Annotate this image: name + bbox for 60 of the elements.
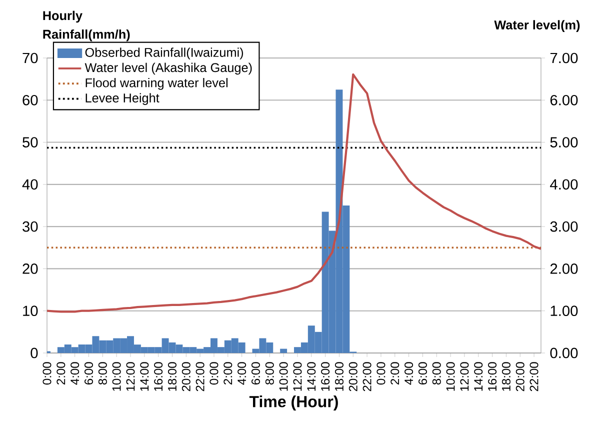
x-tick-label: 0:00 xyxy=(376,362,386,385)
x-tick-label: 6:00 xyxy=(84,362,94,384)
y-tick-label: 50 xyxy=(22,137,38,148)
x-tick-label: 2:00 xyxy=(224,362,232,384)
y2-tick-label: 4.00 xyxy=(550,179,578,190)
x-tick-label: 10:00 xyxy=(279,362,288,391)
x-tick-label: 10:00 xyxy=(446,362,455,391)
x-tick-label: 22:00 xyxy=(196,362,204,392)
x-tick-label: 0:00 xyxy=(42,362,52,385)
x-tick-label: 14:00 xyxy=(474,362,483,391)
x-tick-label: 20:00 xyxy=(516,362,524,392)
x-tick-label: 8:00 xyxy=(98,362,107,385)
x-tick-label: 22:00 xyxy=(530,362,538,392)
x-axis-title: Time (Hour) xyxy=(249,396,338,410)
x-tick-label: 14:00 xyxy=(307,362,316,391)
x-tick-label: 18:00 xyxy=(502,362,510,391)
x-tick-label: 12:00 xyxy=(293,362,302,391)
legend-label: Levee Height xyxy=(86,93,160,105)
x-tick-label: 4:00 xyxy=(238,362,246,385)
x-tick-label: 8:00 xyxy=(265,362,274,385)
bar xyxy=(280,348,288,353)
x-tick-label: 2:00 xyxy=(56,362,66,384)
x-tick-label: 20:00 xyxy=(182,362,190,392)
y-tick-label: 20 xyxy=(22,264,38,274)
x-tick-label: 20:00 xyxy=(348,362,358,392)
y2-tick-label: 6.00 xyxy=(550,94,578,106)
x-tick-label: 0:00 xyxy=(210,362,218,385)
x-tick-label: 22:00 xyxy=(362,362,372,392)
x-tick-label: 6:00 xyxy=(251,362,260,384)
legend-label: Water level (Akashika Gauge) xyxy=(84,62,252,75)
x-tick-label: 4:00 xyxy=(70,362,80,385)
y2-tick-label: 7.00 xyxy=(550,52,578,64)
y-tick-label: 60 xyxy=(22,94,38,106)
y-axis-title: Hourly Rainfall(mm/h) xyxy=(43,10,130,42)
y2-tick-label: 0.00 xyxy=(550,348,578,358)
y2-tick-label: 1.00 xyxy=(550,306,578,316)
y2-tick-label: 3.00 xyxy=(550,221,578,232)
x-tick-label: 14:00 xyxy=(140,362,149,391)
x-tick-label: 4:00 xyxy=(404,362,414,385)
y-tick-label: 70 xyxy=(22,52,38,64)
legend-label: Flood warning water level xyxy=(86,78,228,90)
y-tick-label: 10 xyxy=(23,306,38,316)
x-tick-label: 8:00 xyxy=(432,362,441,385)
x-tick-label: 12:00 xyxy=(126,362,135,391)
x-tick-label: 12:00 xyxy=(460,362,469,391)
x-tick-label: 6:00 xyxy=(418,362,427,384)
legend-label: Obserbed Rainfall(Iwaizumi) xyxy=(85,48,244,60)
x-tick-label: 18:00 xyxy=(334,362,344,391)
y-tick-label: 40 xyxy=(22,179,38,190)
x-tick-label: 2:00 xyxy=(390,362,400,384)
x-tick-label: 16:00 xyxy=(321,362,330,391)
y-tick-label: 30 xyxy=(22,221,38,232)
y2-tick-label: 2.00 xyxy=(550,264,578,274)
y2-tick-label: 5.00 xyxy=(550,137,578,148)
x-tick-label: 18:00 xyxy=(168,362,176,391)
x-tick-label: 16:00 xyxy=(488,362,497,391)
y2-axis-title: Water level(m) xyxy=(494,20,580,32)
x-tick-label: 16:00 xyxy=(154,362,163,391)
y-tick-label: 0 xyxy=(30,348,38,358)
x-tick-label: 10:00 xyxy=(112,362,121,391)
